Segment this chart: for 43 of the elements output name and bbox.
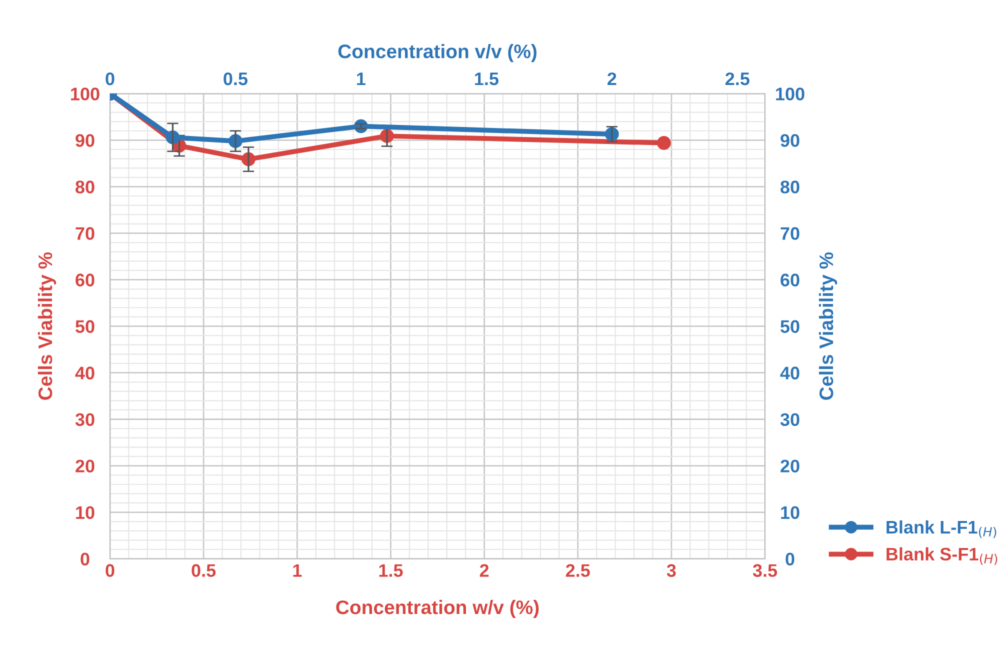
legend-label: Blank S-F1$_{(H)}$ [886,547,998,565]
y-tick-label: 60 [76,274,94,286]
y2-tick-label: 80 [780,180,800,194]
x2-tick-label: 0 [106,72,114,86]
x-tick-label: 1 [293,564,302,577]
y-tick-label: 10 [76,506,94,519]
x2-tick-label: 2.5 [725,72,750,86]
y-tick-label: 20 [76,460,94,472]
x2-tick-label: 2 [608,72,616,86]
y2-tick-label: 20 [780,460,800,472]
y2-tick-label: 10 [781,506,800,519]
y2-tick-label: 40 [780,366,800,380]
y2-tick-label: 0 [786,552,794,566]
y2-tick-label: 90 [780,134,800,147]
x-tick-label: 3.5 [752,564,778,577]
y-tick-label: 100 [71,88,100,100]
y2-tick-label: 30 [780,413,800,426]
y-tick-label: 90 [76,134,94,147]
point [657,136,671,150]
y2-tick-label: 70 [780,227,800,240]
y-tick-label: 0 [80,552,90,566]
y2-tick-label: 50 [780,320,800,333]
y2-tick-label: 60 [780,274,800,286]
y-tick-label: 30 [75,413,94,426]
y-axis-title: Cells Viability % [38,252,56,400]
y-tick-label: 80 [76,180,94,194]
y-tick-label: 50 [76,320,94,333]
x-tick-label: 2 [480,564,489,577]
x2-tick-label: 1 [357,72,366,86]
x-tick-label: 1.5 [379,564,403,577]
y-tick-label: 40 [75,366,94,380]
y2-tick-label: 100 [776,88,804,100]
x2-axis-title: Concentration v/v (%) [338,44,536,62]
y2-axis-title: Cells Viability % [818,252,838,400]
x-axis-title: Concentration w/v (%) [336,600,539,618]
x-tick-label: 2.5 [566,564,590,577]
x-tick-label: 3 [666,564,676,577]
y-tick-label: 70 [76,227,94,240]
x2-tick-label: 0.5 [224,72,248,86]
x-tick-label: 0 [106,564,114,577]
x-tick-label: 0.5 [192,564,216,577]
legend-label: Blank L-F1$_{(H)}$ [886,520,996,538]
x2-tick-label: 1.5 [475,72,498,86]
